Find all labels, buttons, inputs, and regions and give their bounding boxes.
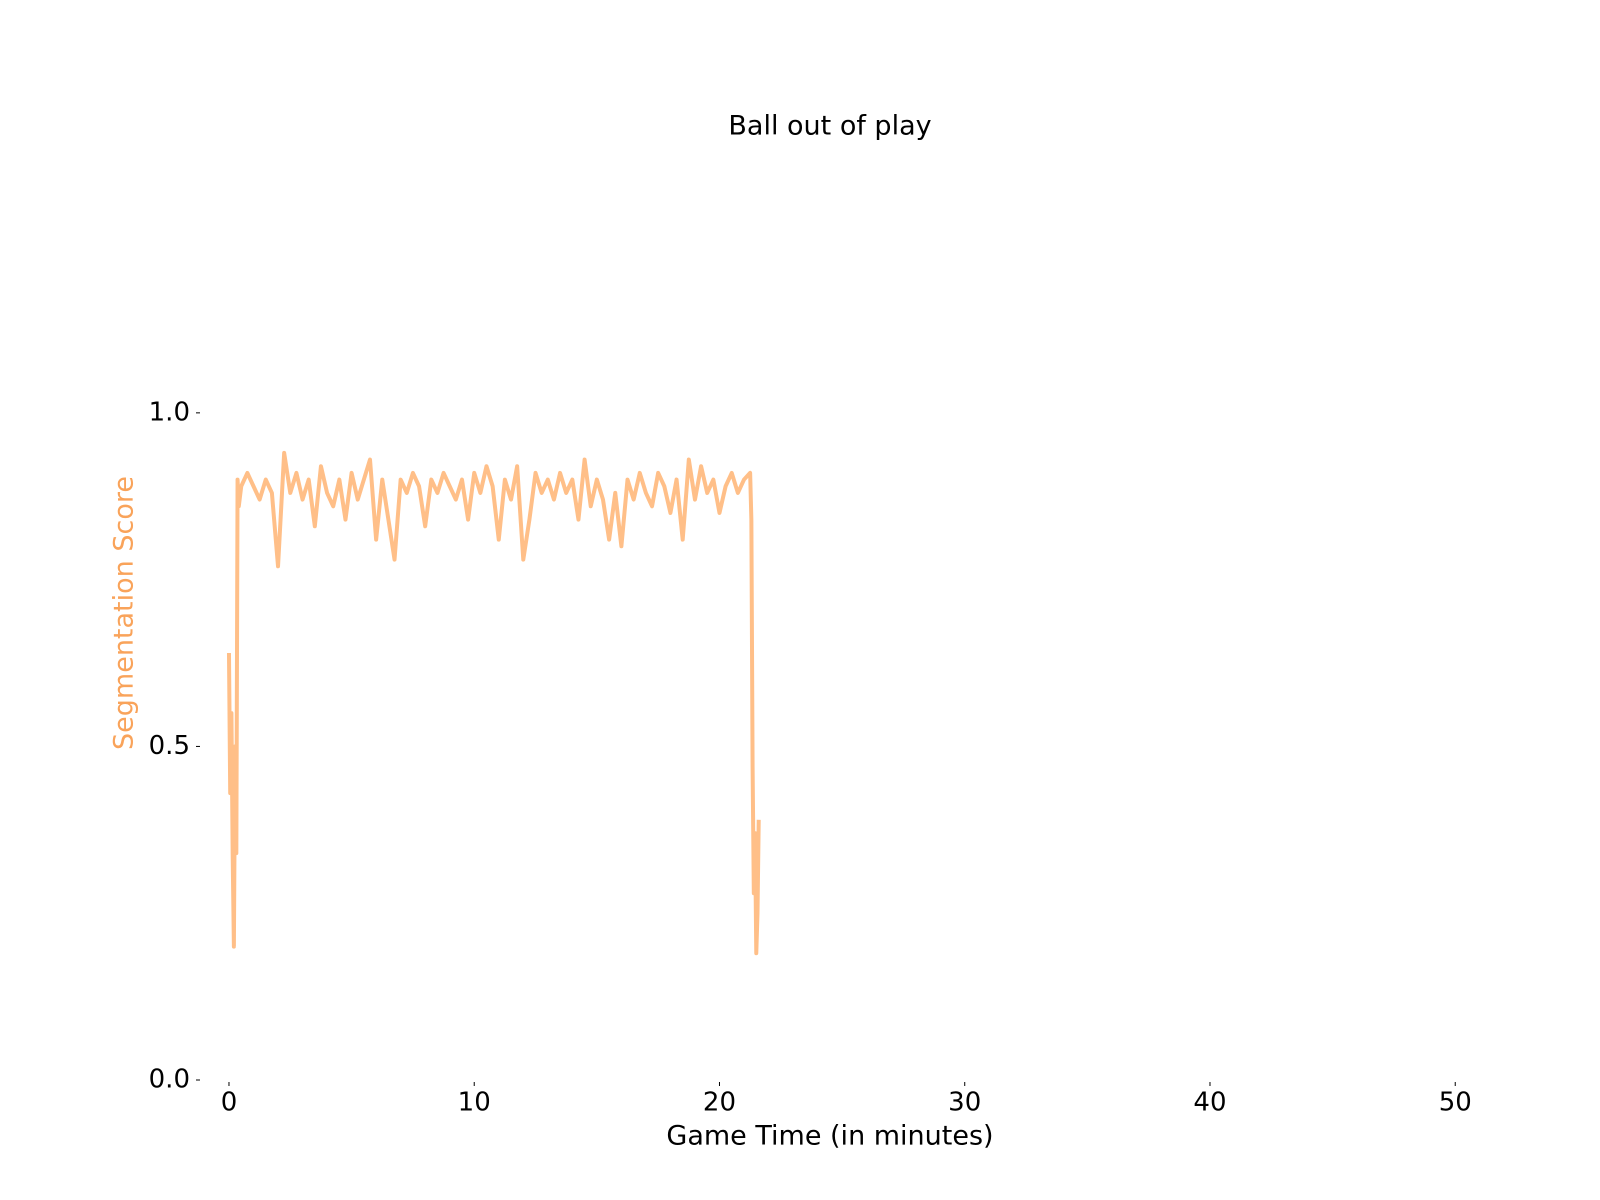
y-axis-label: Segmentation Score bbox=[109, 476, 140, 750]
x-tick-label: 20 bbox=[703, 1088, 736, 1118]
x-tick-label: 40 bbox=[1193, 1088, 1226, 1118]
x-tick-label: 0 bbox=[221, 1088, 238, 1118]
x-tick-label: 50 bbox=[1439, 1088, 1472, 1118]
x-tick-label: 30 bbox=[948, 1088, 981, 1118]
y-tick-label: 0.5 bbox=[149, 731, 190, 761]
series-line bbox=[226, 450, 761, 956]
y-tick-label: 0.0 bbox=[149, 1065, 190, 1095]
y-tick-label: 1.0 bbox=[149, 397, 190, 427]
chart-title: Ball out of play bbox=[728, 111, 931, 142]
x-axis-label: Game Time (in minutes) bbox=[666, 1121, 993, 1152]
x-tick-label: 10 bbox=[458, 1088, 491, 1118]
